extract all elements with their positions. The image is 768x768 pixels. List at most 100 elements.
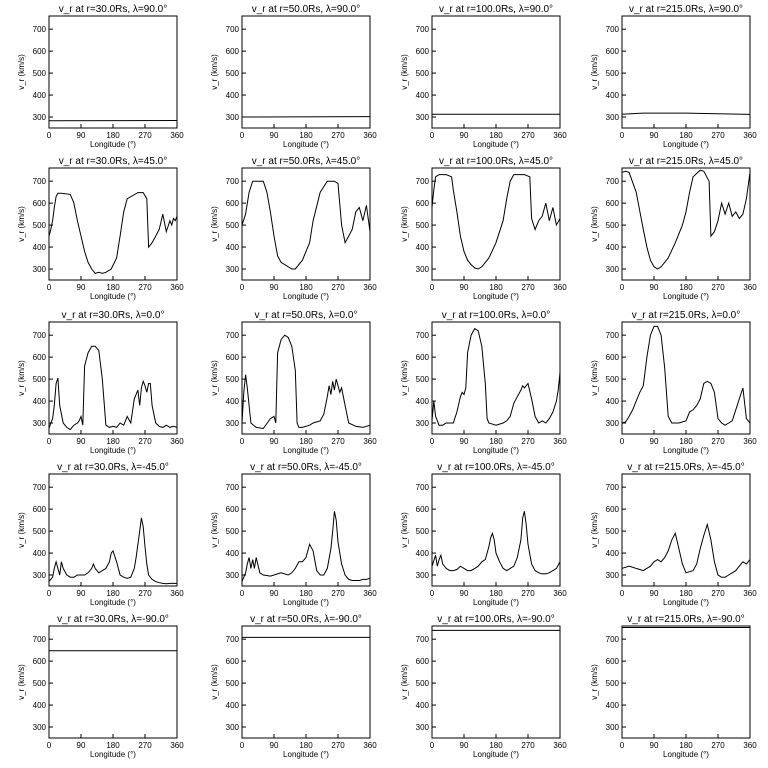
- x-axis-label: Longitude (°): [473, 140, 519, 149]
- x-tick-label: 360: [170, 741, 184, 750]
- x-tick-label: 90: [77, 283, 86, 292]
- panel-title: v_r at r=30.0Rs, λ=0.0°: [62, 310, 165, 321]
- x-tick-label: 360: [553, 131, 567, 140]
- plot-frame: [48, 473, 178, 587]
- x-tick-label: 90: [270, 589, 279, 598]
- y-tick-label: 500: [416, 69, 430, 78]
- y-axis-label: v_r (km/s): [210, 512, 219, 548]
- y-axis-label: v_r (km/s): [17, 206, 26, 242]
- y-tick-label: 400: [226, 397, 240, 406]
- x-tick-label: 90: [270, 437, 279, 446]
- x-axis-label: Longitude (°): [90, 598, 136, 607]
- y-tick-label: 700: [33, 331, 47, 340]
- x-tick-label: 180: [299, 741, 313, 750]
- plot-frame: [48, 321, 178, 435]
- y-tick-label: 600: [416, 353, 430, 362]
- y-axis-label: v_r (km/s): [590, 512, 599, 548]
- y-tick-label: 500: [33, 221, 47, 230]
- x-tick-label: 270: [331, 437, 345, 446]
- x-tick-label: 270: [521, 283, 535, 292]
- x-axis-label: Longitude (°): [90, 292, 136, 301]
- x-tick-label: 180: [489, 437, 503, 446]
- y-tick-label: 400: [33, 91, 47, 100]
- x-tick-label: 0: [240, 741, 245, 750]
- y-tick-label: 500: [226, 69, 240, 78]
- y-tick-label: 400: [226, 243, 240, 252]
- series-line: [242, 511, 370, 582]
- series-line: [49, 345, 177, 431]
- y-tick-label: 700: [606, 177, 620, 186]
- x-tick-label: 360: [553, 589, 567, 598]
- x-tick-label: 0: [430, 437, 435, 446]
- y-tick-label: 300: [33, 571, 47, 580]
- y-tick-label: 300: [416, 723, 430, 732]
- y-tick-label: 500: [606, 221, 620, 230]
- x-tick-label: 360: [170, 131, 184, 140]
- x-tick-label: 0: [240, 437, 245, 446]
- x-axis-label: Longitude (°): [663, 292, 709, 301]
- panel-15: v_r at r=100.0Rs, λ=-45.0° 0 90 180 270 360 30…: [400, 462, 567, 607]
- x-tick-label: 0: [47, 741, 52, 750]
- x-tick-label: 90: [460, 589, 469, 598]
- x-tick-label: 270: [331, 589, 345, 598]
- y-tick-label: 300: [606, 265, 620, 274]
- x-tick-label: 90: [650, 283, 659, 292]
- y-tick-label: 500: [226, 527, 240, 536]
- panel-title: v_r at r=30.0Rs, λ=90.0°: [59, 4, 168, 15]
- x-tick-label: 180: [106, 283, 120, 292]
- y-tick-label: 500: [33, 69, 47, 78]
- y-tick-label: 300: [606, 113, 620, 122]
- panel-title: v_r at r=215.0Rs, λ=0.0°: [632, 310, 741, 321]
- x-tick-label: 360: [553, 437, 567, 446]
- y-tick-label: 500: [226, 679, 240, 688]
- y-tick-label: 700: [33, 483, 47, 492]
- y-tick-label: 300: [416, 419, 430, 428]
- panel-title: v_r at r=50.0Rs, λ=45.0°: [252, 156, 361, 167]
- x-tick-label: 180: [299, 589, 313, 598]
- x-tick-label: 360: [363, 589, 377, 598]
- y-axis-label: v_r (km/s): [400, 360, 409, 396]
- x-tick-label: 360: [553, 283, 567, 292]
- x-tick-label: 180: [106, 437, 120, 446]
- panel-title: v_r at r=50.0Rs, λ=-90.0°: [250, 614, 362, 625]
- series-line: [49, 192, 177, 274]
- y-tick-label: 700: [606, 25, 620, 34]
- y-tick-label: 500: [606, 527, 620, 536]
- x-tick-label: 360: [743, 437, 757, 446]
- y-tick-label: 700: [226, 483, 240, 492]
- y-tick-label: 300: [416, 265, 430, 274]
- panel-11: v_r at r=100.0Rs, λ=0.0° 0 90 180 270 360 300 4…: [400, 310, 567, 455]
- plot-frame: [621, 473, 751, 587]
- x-tick-label: 0: [430, 283, 435, 292]
- panel-5: v_r at r=30.0Rs, λ=45.0° 0 90 180 270 360 300 4…: [17, 156, 184, 301]
- y-tick-label: 700: [226, 635, 240, 644]
- x-tick-label: 270: [521, 741, 535, 750]
- y-tick-label: 400: [416, 91, 430, 100]
- y-tick-label: 300: [226, 265, 240, 274]
- y-tick-label: 400: [226, 701, 240, 710]
- plot-frame: [431, 167, 561, 281]
- y-tick-label: 600: [226, 47, 240, 56]
- plot-frame: [431, 473, 561, 587]
- panel-1: v_r at r=30.0Rs, λ=90.0° 0 90 180 270 360 300 4…: [17, 4, 184, 149]
- x-tick-label: 360: [743, 741, 757, 750]
- plot-frame: [621, 15, 751, 129]
- y-tick-label: 700: [606, 331, 620, 340]
- y-tick-label: 400: [33, 701, 47, 710]
- series-line: [432, 174, 560, 270]
- x-tick-label: 90: [270, 741, 279, 750]
- panel-title: v_r at r=215.0Rs, λ=45.0°: [629, 156, 743, 167]
- panel-13: v_r at r=30.0Rs, λ=-45.0° 0 90 180 270 360 300…: [17, 462, 184, 607]
- y-axis-label: v_r (km/s): [590, 360, 599, 396]
- y-tick-label: 700: [226, 177, 240, 186]
- y-axis-label: v_r (km/s): [210, 206, 219, 242]
- panel-title: v_r at r=100.0Rs, λ=0.0°: [442, 310, 551, 321]
- x-tick-label: 180: [679, 131, 693, 140]
- y-tick-label: 600: [33, 353, 47, 362]
- plot-frame: [241, 473, 371, 587]
- plot-frame: [621, 167, 751, 281]
- x-tick-label: 90: [650, 741, 659, 750]
- y-tick-label: 600: [606, 199, 620, 208]
- x-axis-label: Longitude (°): [473, 292, 519, 301]
- x-tick-label: 270: [138, 741, 152, 750]
